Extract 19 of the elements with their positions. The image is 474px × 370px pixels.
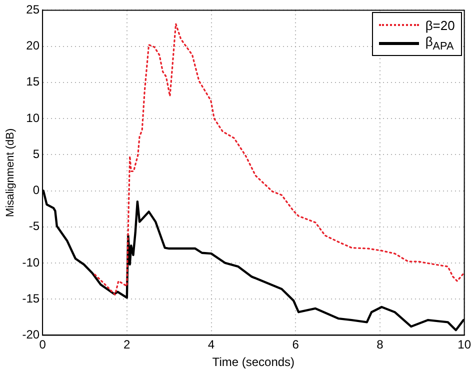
y-tick-label: 5 [32,146,40,161]
y-tick-label: -15 [22,291,40,306]
y-tick-label: 15 [26,74,40,89]
x-tick-label: 10 [458,338,472,352]
y-tick-label: 0 [32,183,40,198]
y-axis-title: Misalignment (dB) [4,128,17,218]
y-tick-label: 10 [26,110,40,125]
y-tick-label: -5 [28,219,40,234]
x-tick-label: 2 [124,338,131,352]
x-tick-label: 8 [376,338,384,352]
y-tick-label: 20 [26,38,40,53]
x-axis-title: Time (seconds) [212,355,295,370]
legend-label: β=20 [425,18,455,33]
y-tick-label: -10 [22,255,40,270]
x-tick-label: 6 [292,338,300,352]
y-tick-label: 25 [26,2,40,17]
legend-label: β$_{APA}$ [425,34,454,52]
y-tick-label: -20 [22,328,40,342]
x-tick-label: 4 [208,338,215,352]
